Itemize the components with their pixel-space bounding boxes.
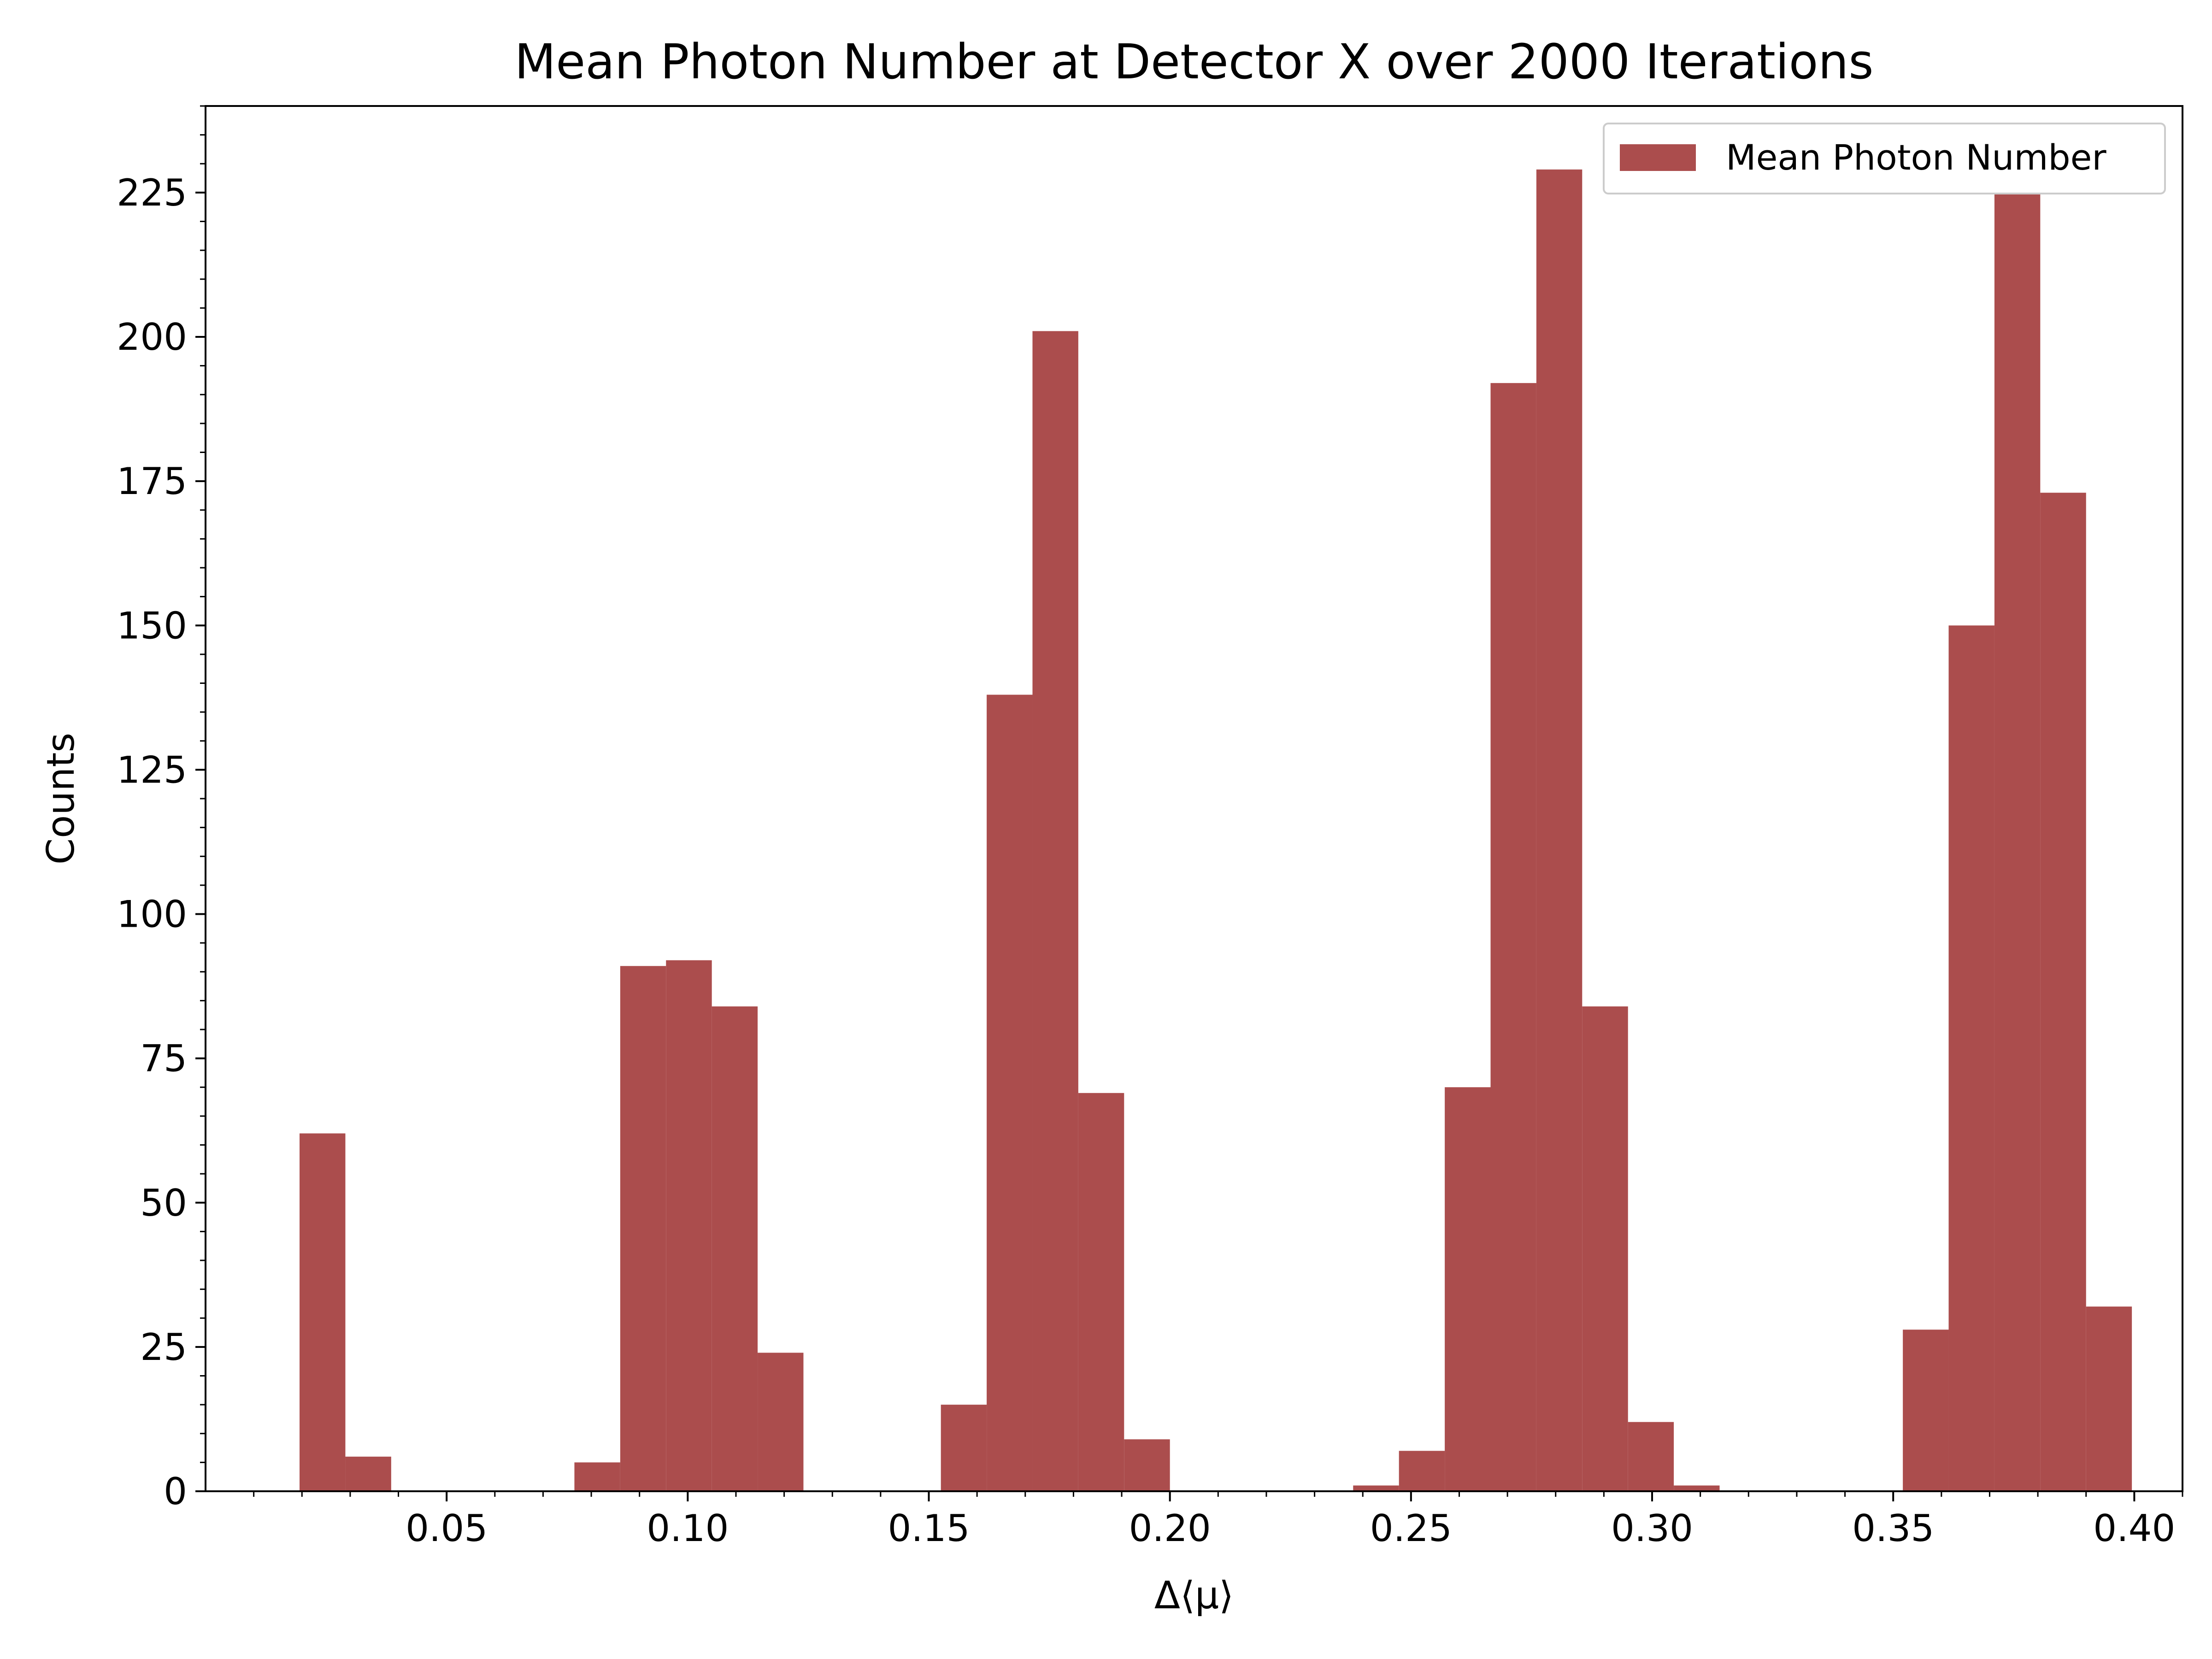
histogram-bar xyxy=(987,694,1033,1491)
y-tick-label: 0 xyxy=(164,1470,187,1513)
x-tick-label: 0.40 xyxy=(2093,1507,2175,1550)
chart-title: Mean Photon Number at Detector X over 20… xyxy=(514,34,1873,90)
y-tick-label: 225 xyxy=(117,171,187,214)
histogram-bar xyxy=(1353,1485,1399,1491)
histogram-bar xyxy=(1674,1485,1720,1491)
histogram-bar xyxy=(1628,1422,1674,1491)
legend: Mean Photon Number xyxy=(1603,123,2166,194)
histogram-bar xyxy=(1445,1087,1491,1491)
histogram-bar xyxy=(1948,625,1994,1491)
histogram-bar xyxy=(1582,1006,1628,1491)
histogram-bar xyxy=(345,1456,391,1491)
histogram-bar xyxy=(1399,1451,1445,1491)
histogram-bar xyxy=(574,1462,620,1491)
legend-swatch xyxy=(1620,144,1696,171)
histogram-bar xyxy=(1078,1093,1124,1491)
histogram-bar xyxy=(941,1405,987,1491)
histogram-bar xyxy=(1536,169,1583,1492)
histogram-bar xyxy=(620,966,666,1491)
x-axis-label: Δ⟨μ⟩ xyxy=(1154,1574,1234,1618)
histogram-bar xyxy=(1032,331,1078,1491)
histogram-bar xyxy=(1490,383,1536,1492)
histogram-bar xyxy=(712,1006,758,1491)
y-tick-label: 25 xyxy=(140,1326,187,1369)
legend-box xyxy=(1603,123,2166,194)
x-axis: 0.05 0.10 0.15 0.20 0.25 0.30 0.35 0.40 xyxy=(253,1491,2183,1550)
histogram-bar xyxy=(1903,1330,1949,1491)
y-tick-label: 175 xyxy=(117,460,187,503)
x-tick-label: 0.15 xyxy=(888,1507,970,1550)
histogram-bar xyxy=(1124,1439,1170,1491)
y-tick-label: 50 xyxy=(140,1182,187,1224)
histogram-bar xyxy=(300,1133,346,1491)
y-tick-label: 125 xyxy=(117,748,187,791)
x-tick-label: 0.10 xyxy=(647,1507,729,1550)
x-tick-label: 0.25 xyxy=(1370,1507,1452,1550)
histogram-bar xyxy=(666,960,712,1491)
histogram-bar xyxy=(758,1353,804,1491)
y-axis-label: Counts xyxy=(39,733,83,865)
x-tick-label: 0.35 xyxy=(1852,1507,1934,1550)
histogram-bar xyxy=(2040,493,2086,1491)
plot-frame xyxy=(205,105,2183,1492)
x-tick-label: 0.20 xyxy=(1129,1507,1211,1550)
histogram-bar xyxy=(1994,192,2041,1491)
y-axis: 0 25 50 75 100 125 150 175 200 225 xyxy=(117,105,206,1513)
legend-label: Mean Photon Number xyxy=(1726,137,2106,178)
y-tick-label: 150 xyxy=(117,604,187,647)
y-tick-label: 100 xyxy=(117,893,187,936)
x-tick-label: 0.05 xyxy=(406,1507,488,1550)
y-tick-label: 75 xyxy=(140,1037,187,1080)
y-tick-label: 200 xyxy=(117,316,187,359)
bars-group xyxy=(300,169,2132,1492)
x-tick-label: 0.30 xyxy=(1611,1507,1693,1550)
histogram-bar xyxy=(2086,1306,2132,1491)
